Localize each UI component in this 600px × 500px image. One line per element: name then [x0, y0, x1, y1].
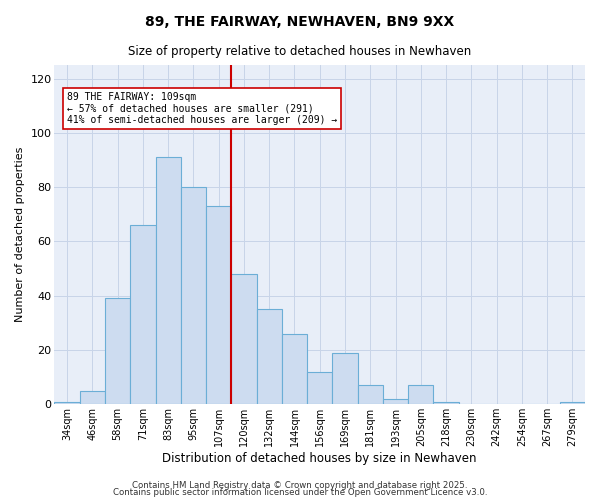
- Text: 89, THE FAIRWAY, NEWHAVEN, BN9 9XX: 89, THE FAIRWAY, NEWHAVEN, BN9 9XX: [145, 15, 455, 29]
- Text: Size of property relative to detached houses in Newhaven: Size of property relative to detached ho…: [128, 45, 472, 58]
- Bar: [206, 206, 232, 404]
- Bar: [307, 372, 332, 404]
- X-axis label: Distribution of detached houses by size in Newhaven: Distribution of detached houses by size …: [163, 452, 477, 465]
- Bar: [181, 187, 206, 404]
- Bar: [257, 310, 282, 404]
- Bar: [55, 402, 80, 404]
- Bar: [80, 390, 105, 404]
- Bar: [332, 352, 358, 405]
- Y-axis label: Number of detached properties: Number of detached properties: [15, 147, 25, 322]
- Bar: [130, 225, 155, 404]
- Text: Contains HM Land Registry data © Crown copyright and database right 2025.: Contains HM Land Registry data © Crown c…: [132, 480, 468, 490]
- Bar: [433, 402, 458, 404]
- Bar: [383, 399, 408, 404]
- Bar: [408, 386, 433, 404]
- Bar: [358, 386, 383, 404]
- Bar: [105, 298, 130, 405]
- Text: 89 THE FAIRWAY: 109sqm
← 57% of detached houses are smaller (291)
41% of semi-de: 89 THE FAIRWAY: 109sqm ← 57% of detached…: [67, 92, 337, 126]
- Bar: [232, 274, 257, 404]
- Bar: [155, 158, 181, 404]
- Bar: [282, 334, 307, 404]
- Text: Contains public sector information licensed under the Open Government Licence v3: Contains public sector information licen…: [113, 488, 487, 497]
- Bar: [560, 402, 585, 404]
